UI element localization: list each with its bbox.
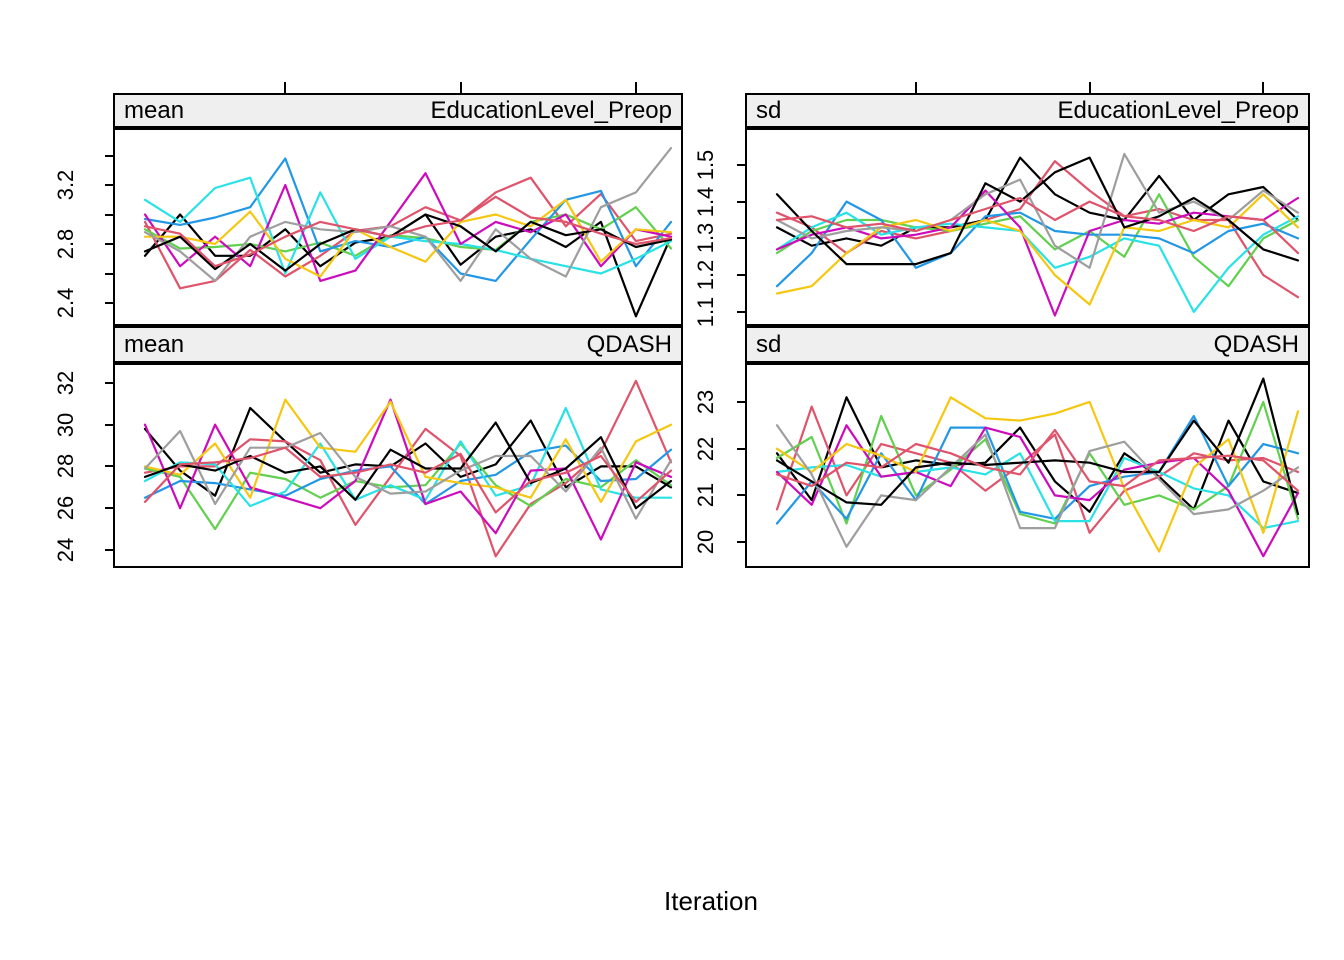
- y-axis-tick: [105, 423, 113, 426]
- chain-line-chain-3: [143, 206, 673, 257]
- y-axis-tick: [105, 381, 113, 384]
- x-axis-tick: [914, 82, 917, 93]
- y-axis-tick-label: 1.4: [693, 186, 718, 217]
- chain-line-chain-4: [775, 200, 1300, 288]
- chain-line-chain-10: [775, 196, 1300, 255]
- panel-canvas: [775, 152, 1300, 317]
- y-axis-tick-label: 26: [53, 495, 78, 521]
- y-axis-tick: [105, 213, 113, 216]
- chart-panel-sd-educationlevel: [745, 128, 1310, 326]
- chain-line-chain-7: [775, 396, 1300, 553]
- y-axis-tick: [105, 507, 113, 510]
- chain-line-chain-8: [775, 152, 1300, 269]
- chain-line-chain-2: [775, 160, 1300, 299]
- y-axis-tick-label: 1.1: [693, 296, 718, 328]
- y-axis-tick-label: 22: [693, 436, 718, 461]
- chain-line-chain-10: [775, 428, 1300, 492]
- strip-mean-qdash: mean QDASH: [113, 326, 683, 363]
- y-axis-tick: [737, 494, 745, 497]
- strip-sd-educationlevel: sd EducationLevel_Preop: [745, 93, 1310, 128]
- chain-line-chain-10: [143, 195, 673, 268]
- chain-line-chain-7: [143, 198, 673, 278]
- chain-line-chain-9: [775, 377, 1300, 516]
- strip-mean-educationlevel: mean EducationLevel_Preop: [113, 93, 683, 128]
- strip-variable-label: QDASH: [586, 330, 672, 358]
- x-axis-tick: [284, 82, 287, 93]
- chain-line-chain-4: [143, 157, 673, 282]
- y-axis-tick-label: 32: [53, 370, 78, 396]
- strip-function-label: sd: [756, 330, 782, 358]
- chain-line-chain-5: [143, 176, 673, 275]
- y-axis-tick: [737, 274, 745, 277]
- y-axis-tick: [105, 465, 113, 468]
- chain-line-chain-4: [775, 414, 1300, 525]
- y-axis-tick: [737, 400, 745, 403]
- y-axis-tick-label: 3.2: [53, 169, 78, 201]
- panel-canvas: [143, 147, 673, 318]
- strip-function-label: mean: [124, 330, 185, 358]
- y-axis-tick: [737, 310, 745, 313]
- chain-line-chain-2: [143, 176, 673, 290]
- y-axis-tick-label: 20: [693, 529, 718, 555]
- y-axis-tick-label: 2.4: [53, 287, 78, 319]
- y-axis-tick: [737, 163, 745, 166]
- y-axis-tick: [105, 243, 113, 246]
- strip-function-label: mean: [124, 96, 185, 124]
- y-axis-tick: [737, 447, 745, 450]
- chain-line-chain-9: [775, 156, 1300, 266]
- chain-line-chain-6: [775, 189, 1300, 317]
- chart-panel-mean-educationlevel: [113, 128, 683, 326]
- x-axis-tick: [1088, 82, 1091, 93]
- y-axis-tick-label: 2.8: [53, 228, 78, 260]
- chain-line-chain-1: [775, 396, 1300, 513]
- strip-function-label: sd: [756, 96, 782, 124]
- panel-canvas: [143, 379, 673, 558]
- chain-line-chain-3: [775, 193, 1300, 288]
- chain-line-chain-8: [143, 429, 673, 520]
- chain-line-chain-3: [775, 400, 1300, 525]
- x-axis-tick: [459, 82, 462, 93]
- y-axis-tick-label: 24: [53, 537, 78, 563]
- chain-line-chain-9: [143, 421, 673, 510]
- chain-line-chain-8: [775, 424, 1300, 548]
- y-axis-tick: [737, 237, 745, 240]
- chain-line-chain-5: [775, 452, 1300, 530]
- x-axis-tick: [1262, 82, 1265, 93]
- y-axis-tick: [737, 200, 745, 203]
- y-axis-tick-label: 23: [693, 389, 718, 415]
- y-axis-tick: [737, 541, 745, 544]
- chain-line-chain-10: [143, 446, 673, 514]
- chain-line-chain-9: [143, 213, 673, 272]
- y-axis-tick: [105, 184, 113, 187]
- chain-line-chain-6: [143, 398, 673, 541]
- y-axis-tick-label: 1.2: [693, 259, 718, 291]
- chart-panel-mean-qdash: [113, 363, 683, 568]
- x-axis-tick: [634, 82, 637, 93]
- strip-variable-label: EducationLevel_Preop: [430, 96, 672, 124]
- chart-panel-sd-qdash: [745, 363, 1310, 568]
- y-axis-tick-label: 28: [53, 454, 78, 479]
- y-axis-tick: [105, 154, 113, 157]
- y-axis-tick-label: 21: [693, 483, 718, 508]
- strip-sd-qdash: sd QDASH: [745, 326, 1310, 363]
- y-axis-tick: [105, 548, 113, 551]
- y-axis-tick: [105, 272, 113, 275]
- x-axis-label: Iteration: [664, 886, 758, 916]
- y-axis-tick-label: 30: [53, 412, 78, 437]
- strip-variable-label: QDASH: [1213, 330, 1299, 358]
- chain-line-chain-5: [775, 211, 1300, 313]
- strip-variable-label: EducationLevel_Preop: [1057, 96, 1299, 124]
- y-axis-tick-label: 1.5: [693, 149, 718, 181]
- y-axis-tick: [105, 302, 113, 305]
- panel-canvas: [775, 377, 1300, 558]
- y-axis-tick-label: 1.3: [693, 223, 718, 254]
